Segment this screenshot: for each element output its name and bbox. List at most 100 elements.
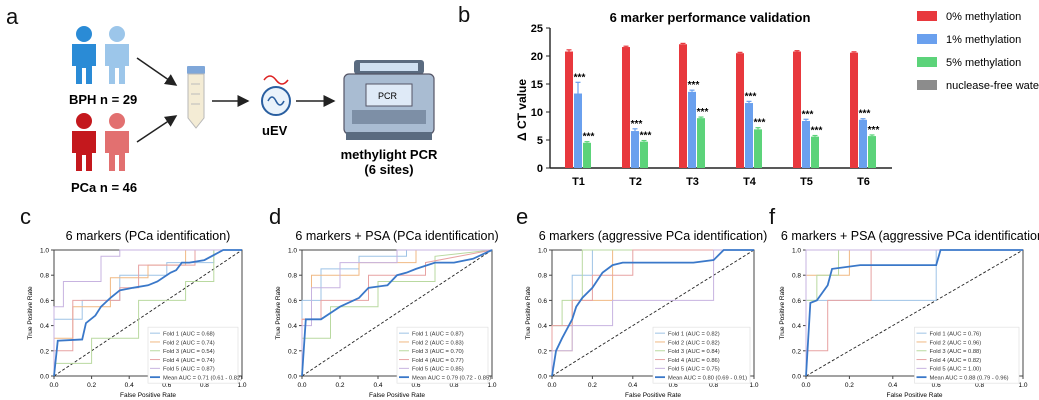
x-tick-label: T2 (629, 176, 642, 188)
x-tick-label: 0.8 (709, 382, 718, 389)
panel-letter-e: e (516, 204, 529, 229)
bph-person-icon (72, 26, 96, 84)
bar (793, 51, 801, 168)
pcr-label-line1: methylight PCR (341, 147, 438, 162)
legend-swatch (917, 34, 937, 44)
y-tick-label: 0.8 (792, 273, 801, 280)
bar (565, 51, 573, 168)
bar (859, 119, 867, 168)
legend-label: Fold 3 (AUC = 0.84) (668, 349, 720, 355)
y-tick-label: 10 (531, 107, 543, 119)
legend-label: Fold 4 (AUC = 0.77) (412, 358, 464, 364)
x-tick-label: 1.0 (1018, 382, 1027, 389)
legend-label: Fold 3 (AUC = 0.88) (930, 349, 982, 355)
y-tick-label: 0.0 (538, 374, 547, 381)
bar (679, 44, 687, 168)
fold-roc-line (551, 249, 754, 376)
y-tick-label: 0.0 (288, 374, 297, 381)
pca-person-light-icon (105, 113, 129, 171)
pca-label: PCa n = 46 (71, 180, 137, 195)
x-tick-label: T1 (572, 176, 585, 188)
x-tick-label: 0.0 (49, 382, 58, 389)
y-tick-label: 0.4 (792, 323, 801, 330)
x-tick-label: 0.8 (200, 382, 209, 389)
y-tick-label: 0 (537, 163, 543, 175)
y-tick-label: 0.8 (40, 273, 49, 280)
significance-label: *** (640, 131, 652, 142)
x-tick-label: 1.0 (749, 382, 758, 389)
roc-legend-box (147, 326, 239, 384)
fold-roc-line (53, 249, 242, 376)
legend-label: Fold 4 (AUC = 0.82) (930, 358, 982, 364)
legend-label: 1% methylation (946, 34, 1021, 46)
y-tick-label: 0.8 (288, 273, 297, 280)
bar (574, 93, 582, 168)
y-tick-label: 1.0 (40, 248, 49, 255)
pcr-machine-icon (343, 60, 435, 140)
legend-label: Fold 2 (AUC = 0.83) (412, 340, 464, 346)
panel-letter-c: c (20, 204, 31, 229)
x-axis-label: False Positive Rate (120, 392, 176, 399)
chance-line (805, 249, 1024, 377)
x-tick-label: 0.2 (845, 382, 854, 389)
y-tick-label: 15 (531, 79, 543, 91)
mean-roc-line (551, 249, 754, 377)
legend-label: Mean AUC = 0.80 (0.69 - 0.91) (668, 375, 747, 381)
fold-roc-line (53, 249, 242, 376)
x-tick-label: 0.6 (411, 382, 420, 389)
significance-label: *** (868, 125, 880, 136)
panel-letter-d: d (269, 204, 282, 229)
x-tick-label: T5 (800, 176, 813, 188)
legend-label: Fold 2 (AUC = 0.96) (930, 340, 982, 346)
roc-chart-c: 6 markers (PCa identification) 0.00.0 0.2 0… (27, 229, 247, 399)
uev-icon (261, 75, 291, 116)
significance-label: *** (631, 119, 643, 130)
uev-label: uEV (262, 123, 288, 138)
y-tick-label: 0.4 (538, 323, 547, 330)
significance-label: *** (697, 107, 709, 118)
chart-title: 6 marker performance validation (610, 10, 811, 25)
y-axis-label: True Positive Rate (27, 286, 34, 340)
significance-label: *** (754, 118, 766, 129)
workflow-schematic: BPH n = 29 PCa n = 46 uEV (69, 26, 438, 195)
bar (745, 103, 753, 168)
x-tick-label: 0.4 (125, 382, 134, 389)
x-tick-label: 0.6 (932, 382, 941, 389)
legend-label: Fold 1 (AUC = 0.87) (412, 331, 464, 337)
bar (811, 136, 819, 168)
x-tick-label: 0.6 (669, 382, 678, 389)
significance-label: *** (583, 132, 595, 143)
roc-title: 6 markers + PSA (PCa identification) (295, 229, 498, 243)
legend-label: Fold 1 (AUC = 0.76) (930, 331, 982, 337)
x-tick-label: 0.2 (87, 382, 96, 389)
x-tick-label: T4 (743, 176, 757, 188)
x-tick-label: 0.6 (162, 382, 171, 389)
x-tick-label: 0.2 (335, 382, 344, 389)
x-tick-label: 0.8 (449, 382, 458, 389)
bar (697, 118, 705, 168)
legend-label: Fold 2 (AUC = 0.82) (668, 340, 720, 346)
y-tick-label: 0.2 (538, 348, 547, 355)
urine-tube-icon (187, 66, 205, 129)
pcr-screen-label: PCR (378, 91, 398, 101)
significance-label: *** (859, 109, 871, 120)
fold-roc-line (53, 249, 242, 376)
bar (688, 91, 696, 168)
legend-label: 5% methylation (946, 57, 1021, 69)
roc-title: 6 markers (aggressive PCa identification… (539, 229, 768, 243)
x-tick-label: 0.4 (628, 382, 637, 389)
x-axis-label: False Positive Rate (625, 392, 681, 399)
legend-label: Fold 4 (AUC = 0.74) (163, 358, 215, 364)
legend-label: Fold 4 (AUC = 0.86) (668, 358, 720, 364)
legend-label: Fold 3 (AUC = 0.54) (163, 349, 215, 355)
legend-label: nuclease-free water (946, 80, 1039, 92)
bar (736, 53, 744, 169)
legend-label: Fold 5 (AUC = 1.00) (930, 367, 982, 373)
significance-label: *** (574, 72, 586, 83)
legend-label: Fold 2 (AUC = 0.74) (163, 340, 215, 346)
y-tick-label: 0.6 (538, 298, 547, 305)
y-axis-label: Δ CT value (515, 79, 529, 141)
legend-label: Fold 1 (AUC = 0.68) (163, 331, 215, 337)
fold-roc-line (805, 249, 1023, 376)
legend-label: Fold 3 (AUC = 0.70) (412, 349, 464, 355)
